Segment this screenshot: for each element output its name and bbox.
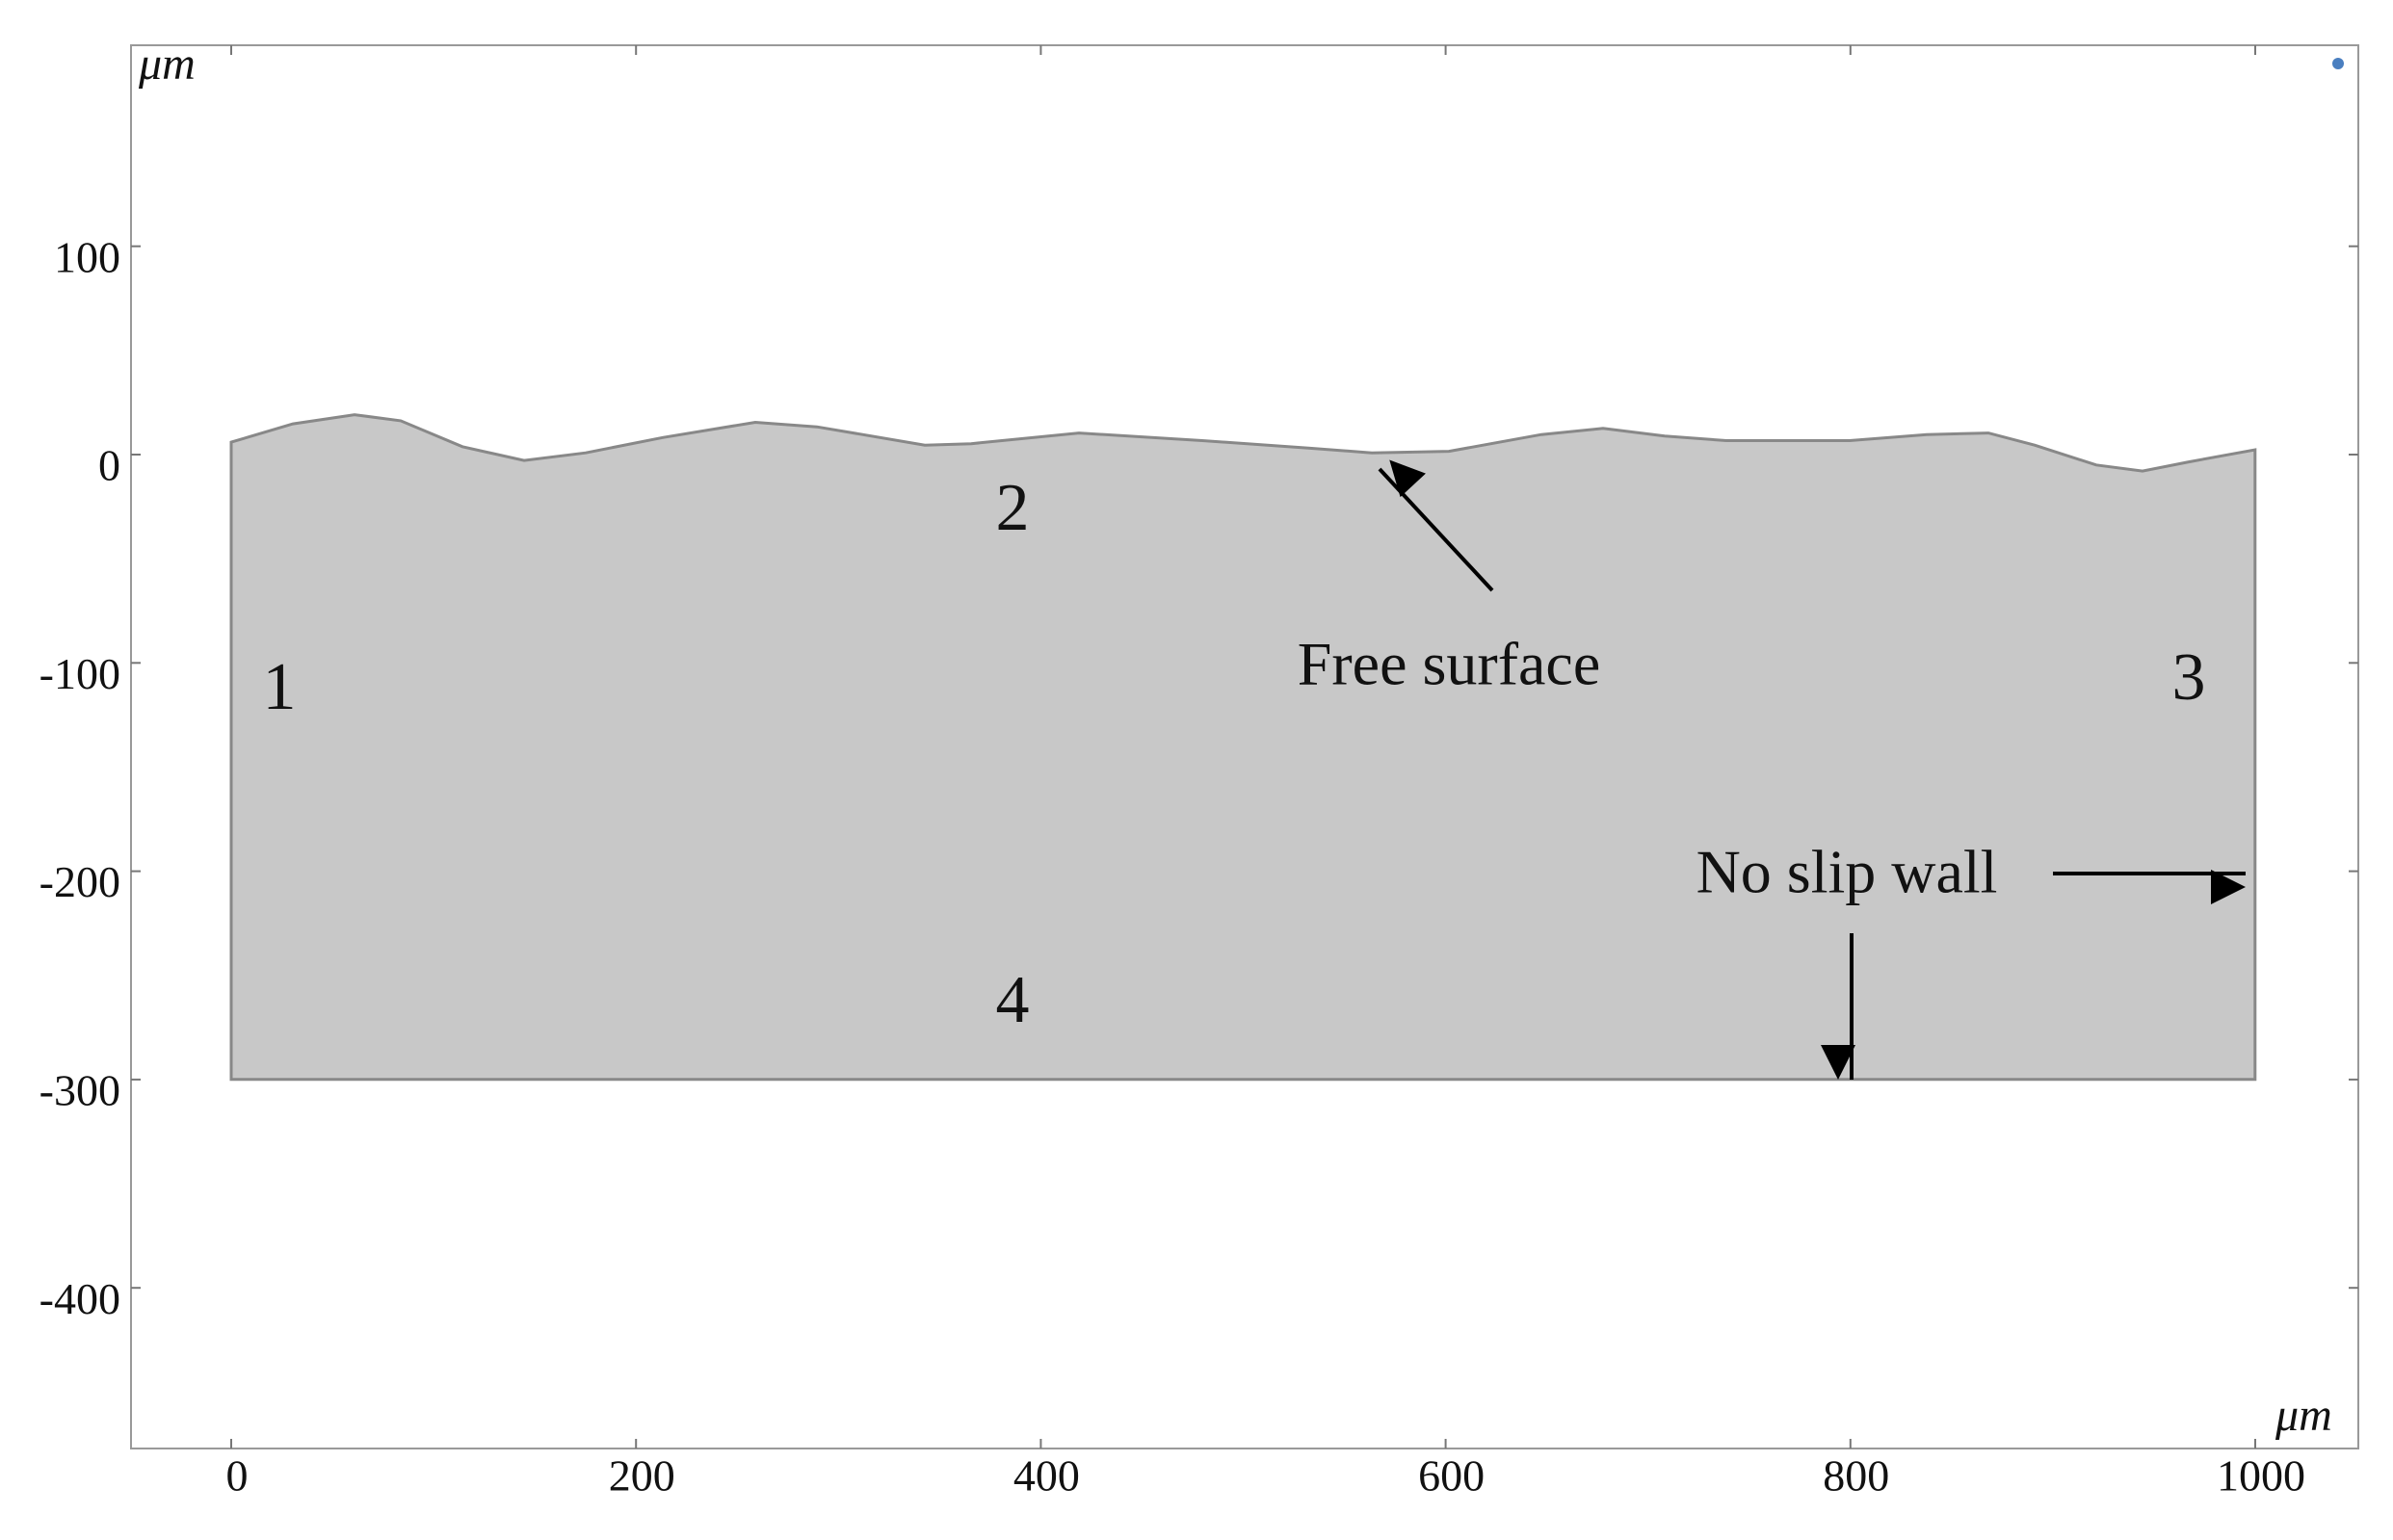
corner-icon	[2332, 58, 2344, 69]
y-tick-label: -300	[39, 1065, 120, 1114]
annotation: Free surface	[1298, 630, 1600, 698]
y-tick-label: 100	[54, 232, 120, 281]
y-tick-label: -400	[39, 1274, 120, 1323]
x-tick-label: 600	[1418, 1451, 1485, 1501]
x-tick-label: 800	[1823, 1451, 1889, 1501]
y-tick-label: 0	[98, 441, 120, 490]
x-tick-label: 0	[226, 1451, 249, 1501]
fluid-domain	[229, 413, 2257, 1082]
x-tick-label: 400	[1013, 1451, 1080, 1501]
region-label: 1	[263, 650, 297, 724]
arrow	[1378, 459, 1494, 592]
region-label: 4	[996, 963, 1030, 1037]
y-tick-label: -100	[39, 649, 120, 698]
x-tick-label: 1000	[2217, 1451, 2305, 1501]
x-unit-label: μm	[2275, 1390, 2332, 1441]
annotation: No slip wall	[1696, 838, 1998, 906]
y-tick-label: -200	[39, 857, 120, 906]
region-label: 2	[996, 471, 1030, 545]
x-tick-label: 200	[609, 1451, 675, 1501]
region-label: 3	[2172, 640, 2206, 715]
y-unit-label: μm	[138, 39, 196, 90]
